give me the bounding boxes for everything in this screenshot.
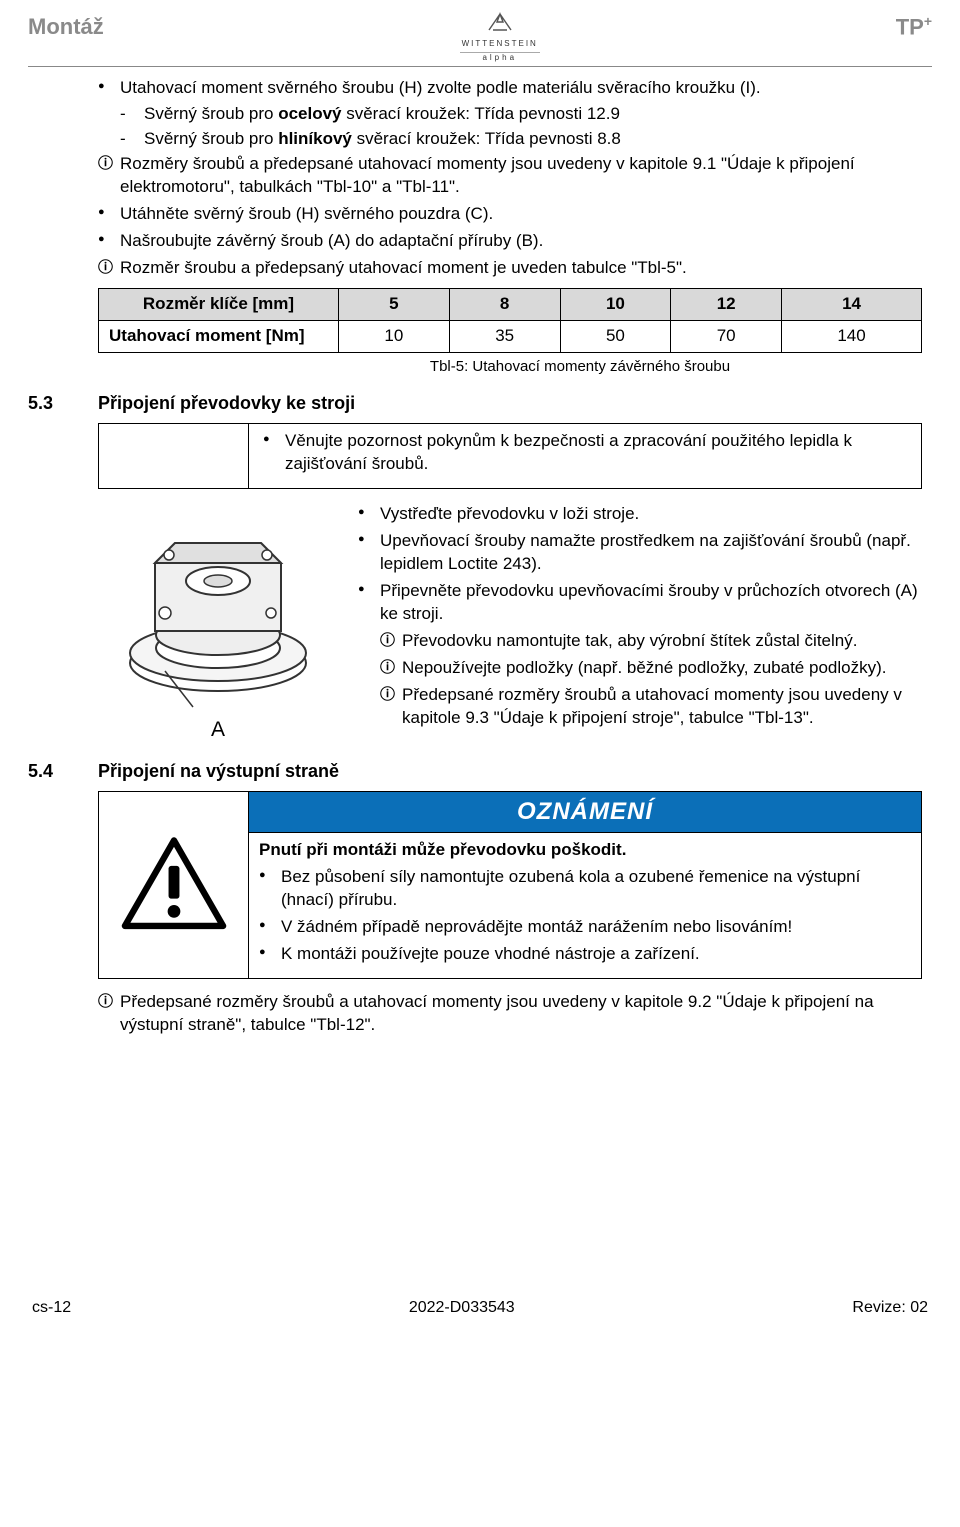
torque-table: Rozměr klíče [mm] 5 8 10 12 14 Utahovací…: [98, 288, 922, 353]
dash-item: Svěrný šroub pro ocelový svěrací kroužek…: [120, 103, 922, 126]
table-rowhead: Utahovací moment [Nm]: [99, 320, 339, 352]
bullet-item: Připevněte převodovku upevňovacími šroub…: [358, 580, 922, 626]
table-cell: 140: [782, 320, 922, 352]
brand-logo: WITTENSTEIN alpha: [104, 12, 896, 64]
bullet-item: Utáhněte svěrný šroub (H) svěrného pouzd…: [98, 203, 922, 226]
bullet-item: Vystřeďte převodovku v loži stroje.: [358, 503, 922, 526]
table-caption: Tbl-5: Utahovací momenty závěrného šroub…: [238, 357, 922, 377]
info-note: Rozměry šroubů a předepsané utahovací mo…: [98, 153, 922, 199]
table-header: 5: [339, 289, 450, 321]
notice-header: OZNÁMENÍ: [249, 792, 921, 833]
bullet-item: K montáži používejte pouze vhodné nástro…: [259, 943, 911, 966]
notice-lead: Pnutí při montáži může převodovku poškod…: [259, 839, 911, 862]
gearbox-illustration: [113, 503, 323, 713]
table-header: Rozměr klíče [mm]: [99, 289, 339, 321]
info-note: Rozměr šroubu a předepsaný utahovací mom…: [98, 257, 922, 280]
section-title: Připojení na výstupní straně: [98, 759, 339, 783]
safety-box: Věnujte pozornost pokynům k bezpečnosti …: [98, 423, 922, 489]
header-left: Montáž: [28, 12, 104, 42]
warning-icon-cell: [99, 792, 249, 978]
footer-right: Revize: 02: [852, 1297, 928, 1319]
section-number: 5.4: [28, 759, 98, 783]
table-header: 14: [782, 289, 922, 321]
info-note: Nepoužívejte podložky (např. běžné podlo…: [380, 657, 922, 680]
table-header: 10: [560, 289, 671, 321]
table-cell: 10: [339, 320, 450, 352]
info-note: Předepsané rozměry šroubů a utahovací mo…: [380, 684, 922, 730]
table-cell: 50: [560, 320, 671, 352]
section-number: 5.3: [28, 391, 98, 415]
footer-center: 2022-D033543: [409, 1297, 515, 1319]
section-heading: 5.4 Připojení na výstupní straně: [28, 759, 932, 783]
bullet-item: Věnujte pozornost pokynům k bezpečnosti …: [263, 430, 911, 476]
header-right: TP+: [896, 12, 932, 42]
page-footer: cs-12 2022-D033543 Revize: 02: [28, 1297, 932, 1319]
page-header: Montáž WITTENSTEIN alpha TP+: [28, 12, 932, 67]
bullet-item: Upevňovací šrouby namažte prostředkem na…: [358, 530, 922, 576]
notice-box: OZNÁMENÍ Pnutí při montáži může převodov…: [98, 791, 922, 979]
logo-text-1: WITTENSTEIN: [104, 39, 896, 50]
table-cell: 35: [449, 320, 560, 352]
bullet-item: Utahovací moment svěrného šroubu (H) zvo…: [98, 77, 922, 100]
info-note: Předepsané rozměry šroubů a utahovací mo…: [98, 991, 922, 1037]
section-heading: 5.3 Připojení převodovky ke stroji: [28, 391, 932, 415]
footer-left: cs-12: [32, 1297, 71, 1319]
bullet-item: Našroubujte závěrný šroub (A) do adaptač…: [98, 230, 922, 253]
bullet-item: V žádném případě neprovádějte montáž nar…: [259, 916, 911, 939]
dash-item: Svěrný šroub pro hliníkový svěrací krouž…: [120, 128, 922, 151]
figure: A: [98, 503, 338, 744]
logo-text-2: alpha: [104, 53, 896, 64]
logo-icon: [483, 12, 517, 34]
table-header: 8: [449, 289, 560, 321]
section-title: Připojení převodovky ke stroji: [98, 391, 355, 415]
table-header: 12: [671, 289, 782, 321]
content-body: Utahovací moment svěrného šroubu (H) zvo…: [28, 77, 932, 378]
warning-triangle-icon: [119, 835, 229, 935]
bullet-item: Bez působení síly namontujte ozubená kol…: [259, 866, 911, 912]
info-note: Převodovku namontujte tak, aby výrobní š…: [380, 630, 922, 653]
table-cell: 70: [671, 320, 782, 352]
figure-label: A: [98, 716, 338, 744]
box-icon-cell: [99, 424, 249, 488]
